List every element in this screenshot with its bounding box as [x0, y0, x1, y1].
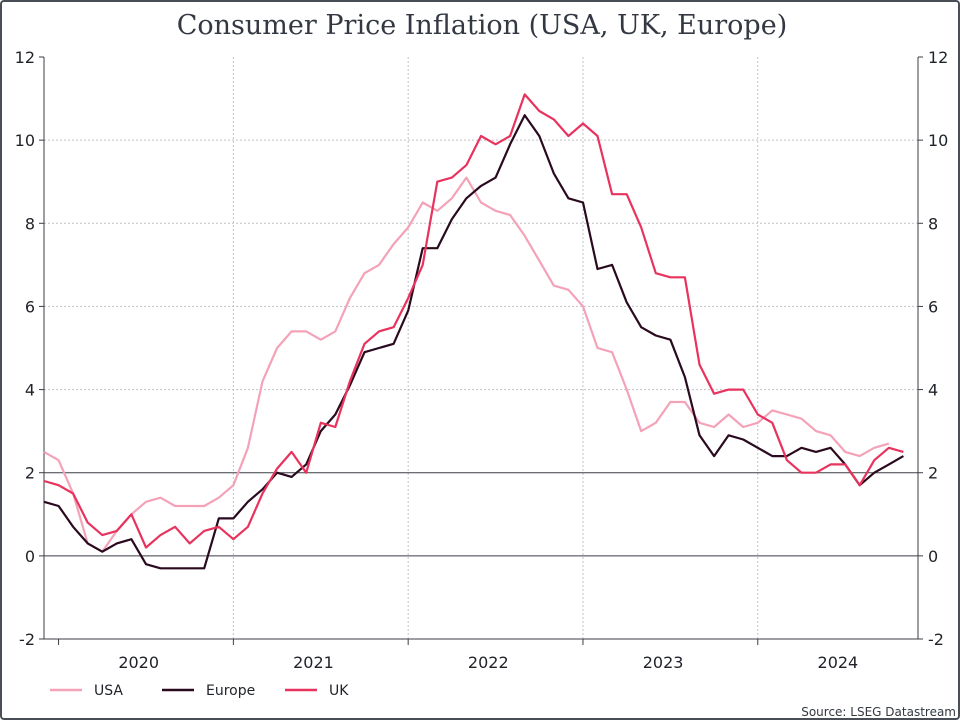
y-tick-label-left: 2	[25, 464, 35, 483]
y-tick-label-right: 10	[928, 131, 948, 150]
y-tick-label-right: 2	[928, 464, 938, 483]
y-tick-label-left: 6	[25, 297, 35, 316]
y-tick-label-left: 8	[25, 214, 35, 233]
x-tick-label: 2023	[643, 653, 684, 672]
y-tick-label-left: -2	[19, 630, 35, 649]
series-line-uk	[43, 93, 904, 549]
y-tick-label-left: 4	[25, 381, 35, 400]
x-tick-label: 2020	[118, 653, 159, 672]
y-tick-label-left: 10	[15, 131, 35, 150]
series-line-usa	[43, 176, 890, 553]
y-tick-label-left: 12	[15, 48, 35, 67]
y-tick-label-right: 6	[928, 297, 938, 316]
y-tick-label-left: 0	[25, 547, 35, 566]
legend-label-usa: USA	[94, 683, 123, 699]
series-layer	[43, 93, 904, 570]
x-tick-label: 2024	[818, 653, 859, 672]
legend-label-europe: Europe	[206, 683, 255, 699]
x-tick-label: 2021	[293, 653, 334, 672]
y-tick-label-right: 12	[928, 48, 948, 67]
x-tick-label: 2022	[468, 653, 509, 672]
source-note: Source: LSEG Datastream	[801, 705, 956, 719]
y-tick-label-right: 8	[928, 214, 938, 233]
y-tick-label-right: -2	[928, 630, 944, 649]
axis-layer: -2 -2 0 0 2 2 4 4 6 6 8 8 10 10 12 12 2020 2021 2022 2023 20…	[15, 48, 949, 672]
series-line-europe	[43, 114, 904, 570]
legend: USA Europe UK	[50, 683, 349, 699]
legend-label-uk: UK	[329, 683, 349, 699]
grid-layer	[44, 57, 918, 639]
chart-title: Consumer Price Inflation (USA, UK, Europ…	[177, 10, 787, 41]
y-tick-label-right: 4	[928, 381, 938, 400]
y-tick-label-right: 0	[928, 547, 938, 566]
